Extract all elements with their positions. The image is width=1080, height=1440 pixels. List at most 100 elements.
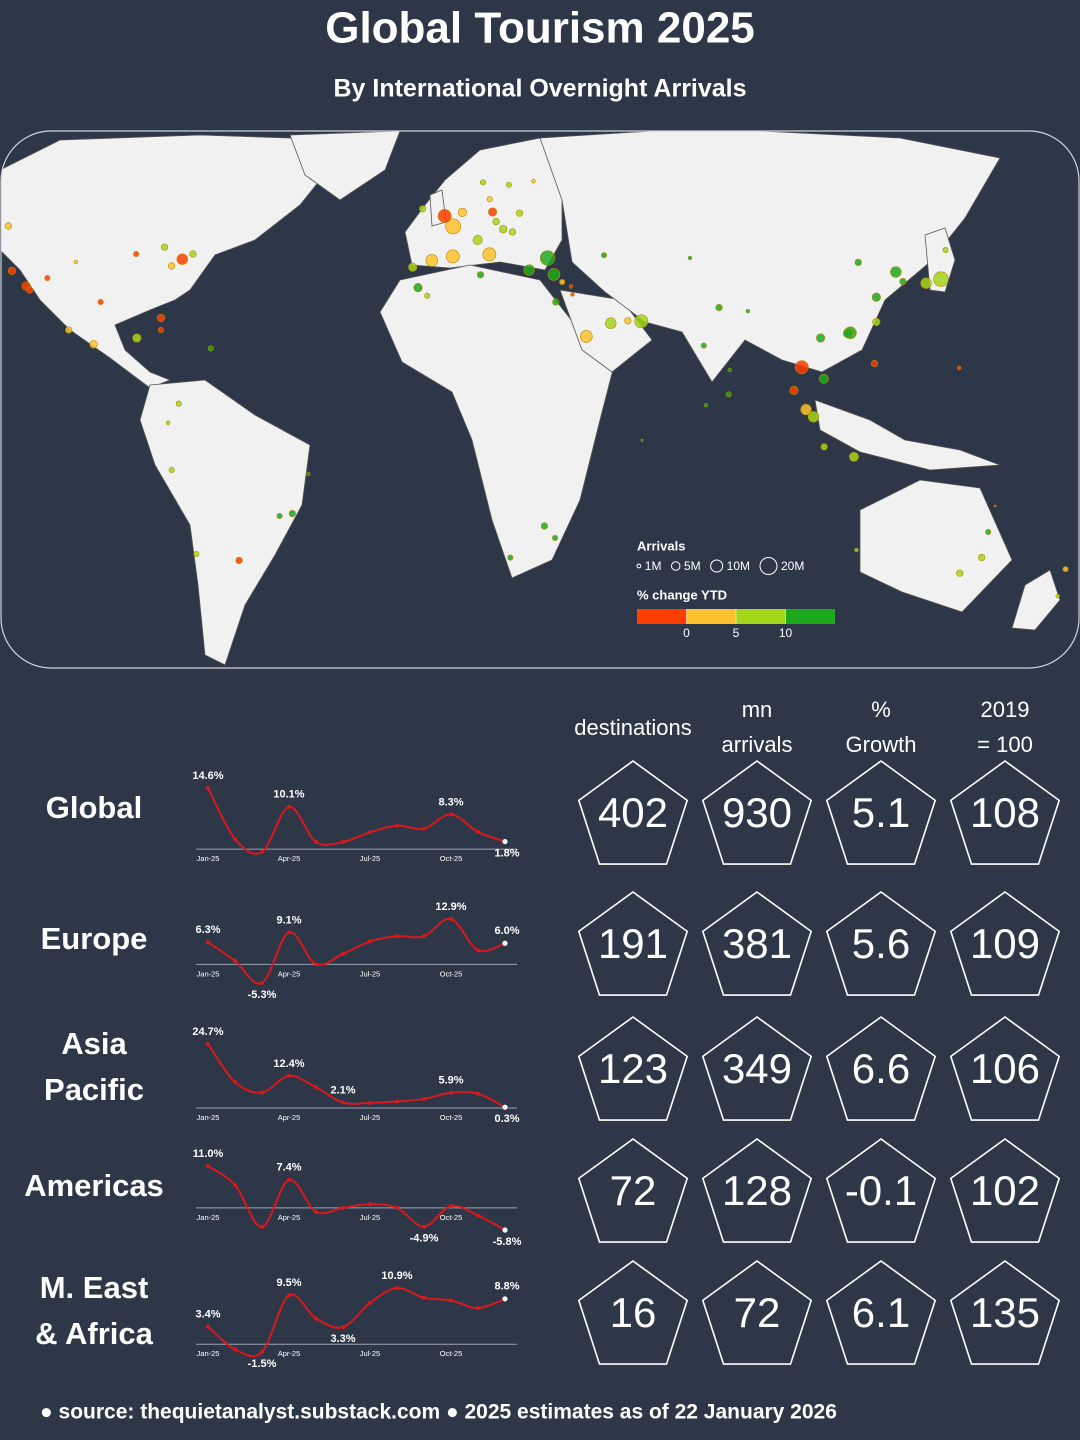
data-label: 10.9% — [381, 1270, 412, 1282]
arrival-bubble — [479, 179, 486, 186]
trend-point — [502, 940, 508, 946]
trend-point — [314, 962, 318, 967]
stat-badge — [701, 1138, 813, 1243]
trend-point — [206, 1324, 210, 1329]
arrival-bubble — [276, 513, 283, 519]
data-label: -5.8% — [493, 1236, 522, 1248]
arrival-bubble — [437, 209, 452, 223]
arrival-bubble — [539, 250, 556, 266]
x-tick-label: Oct-25 — [440, 1213, 463, 1222]
stat-badge — [701, 1260, 813, 1365]
stat-badge — [825, 1016, 937, 1121]
arrival-bubble — [993, 504, 997, 508]
legend-size — [759, 557, 778, 575]
arrival-bubble — [854, 547, 859, 553]
trend-charts: Jan-25 Apr-25 Jul-25 Oct-25 14.6% 10.1% 8.3% 1.… — [192, 770, 521, 1370]
trend-point — [422, 934, 426, 939]
trend-point — [341, 1205, 345, 1210]
trend-point — [233, 837, 237, 842]
arrival-bubble — [168, 467, 175, 473]
arrival-bubble — [700, 342, 707, 349]
legend-label: 5M — [684, 559, 701, 573]
data-label: 11.0% — [193, 1148, 224, 1160]
arrival-bubble — [132, 333, 142, 343]
arrival-bubble — [559, 279, 566, 285]
stat-badge — [701, 1016, 813, 1121]
trend-point — [476, 1306, 480, 1311]
stat-value: 5.1 — [852, 789, 910, 836]
trend-point — [260, 1224, 264, 1229]
subtitle: By International Overnight Arrivals — [333, 75, 746, 103]
data-label: 9.1% — [276, 914, 301, 926]
arrival-bubble — [4, 222, 12, 230]
stat-badge — [577, 1260, 689, 1365]
x-tick-label: Jul-25 — [360, 1113, 380, 1122]
x-tick-label: Apr-25 — [278, 1213, 301, 1222]
legend-color — [686, 609, 736, 624]
x-tick-label: Apr-25 — [278, 854, 301, 863]
trend-point — [260, 1350, 264, 1354]
column-header: destinations — [574, 715, 691, 740]
arrival-bubble — [727, 367, 732, 373]
stat-badge — [949, 1016, 1061, 1121]
arrival-bubble — [165, 420, 171, 425]
trend-point — [476, 1091, 480, 1096]
arrival-bubble — [288, 510, 296, 518]
column-header: mn — [742, 697, 773, 722]
stat-badge — [825, 1260, 937, 1365]
trend-point — [287, 1073, 291, 1078]
arrival-bubble — [605, 317, 617, 329]
arrival-bubble — [419, 205, 427, 213]
arrival-bubble — [306, 471, 311, 477]
trend-point — [287, 930, 291, 935]
arrival-bubble — [492, 218, 500, 226]
arrival-bubble — [871, 292, 881, 302]
arrival-bubble — [872, 317, 881, 327]
legend-label: 20M — [781, 559, 804, 573]
stat-badge — [949, 1138, 1061, 1243]
arrival-bubble — [552, 298, 560, 306]
trend-point — [476, 1213, 480, 1218]
title: Global Tourism 2025 — [325, 4, 755, 53]
x-tick-label: Oct-25 — [440, 854, 463, 863]
arrival-bubble — [890, 266, 902, 278]
region-label: Pacific — [44, 1072, 144, 1107]
x-tick-label: Jul-25 — [360, 1349, 380, 1358]
arrival-bubble — [807, 411, 820, 423]
stat-value: 930 — [722, 789, 792, 836]
trend-point — [368, 1300, 372, 1305]
x-tick-label: Apr-25 — [278, 1113, 301, 1122]
arrival-bubble — [547, 268, 561, 281]
stat-badge — [701, 760, 813, 865]
trend-point — [422, 1096, 426, 1101]
stat-badge — [949, 891, 1061, 996]
arrival-bubble — [156, 313, 166, 323]
data-label: 12.9% — [435, 901, 466, 913]
stat-badge — [577, 891, 689, 996]
arrival-bubble — [476, 271, 485, 279]
x-tick-label: Jan-25 — [197, 1213, 220, 1222]
arrival-bubble — [515, 209, 524, 217]
stats-table: destinations mn arrivals% Growth 2019 = 100 Gl… — [24, 697, 1061, 1365]
trend-point — [395, 1205, 399, 1210]
stat-badge — [825, 891, 937, 996]
arrival-bubble — [978, 554, 986, 562]
column-header: % — [871, 697, 891, 722]
trend-point — [395, 934, 399, 939]
legend-color — [736, 609, 786, 624]
stat-badge — [577, 1016, 689, 1121]
arrival-bubble — [818, 373, 829, 384]
stat-value: 128 — [722, 1167, 792, 1214]
stat-value: 135 — [970, 1289, 1040, 1336]
data-label: 8.8% — [494, 1281, 519, 1293]
arrival-bubble — [579, 330, 593, 343]
arrival-bubble — [207, 345, 214, 352]
arrival-bubble — [640, 438, 644, 442]
arrival-bubble — [73, 259, 79, 265]
arrival-bubble — [176, 253, 188, 265]
x-tick-label: Jan-25 — [197, 854, 220, 863]
region-label: Americas — [24, 1168, 164, 1203]
arrival-bubble — [816, 333, 826, 343]
stat-badge — [949, 1260, 1061, 1365]
